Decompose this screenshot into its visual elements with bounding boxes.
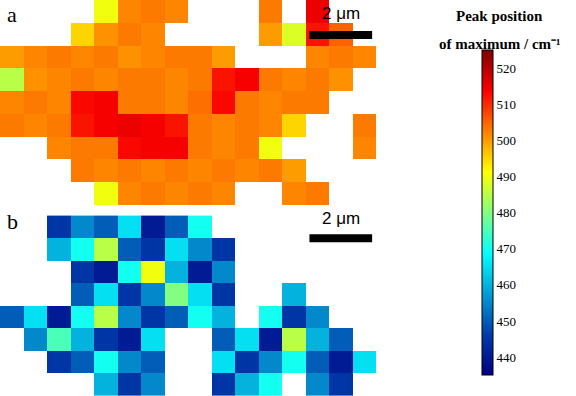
svg-text:Peak position: Peak position (456, 8, 543, 24)
svg-text:490: 490 (497, 169, 516, 184)
svg-text:of maximum / cm⁻¹: of maximum / cm⁻¹ (439, 36, 561, 52)
svg-text:2 μm: 2 μm (322, 4, 360, 23)
svg-text:470: 470 (497, 241, 516, 256)
svg-text:450: 450 (497, 314, 516, 329)
svg-text:440: 440 (497, 350, 516, 365)
svg-text:a: a (7, 2, 17, 27)
svg-text:2 μm: 2 μm (322, 209, 360, 228)
svg-text:500: 500 (497, 133, 516, 148)
svg-text:480: 480 (497, 205, 516, 220)
svg-text:b: b (7, 209, 18, 234)
svg-text:520: 520 (497, 61, 516, 76)
svg-text:460: 460 (497, 277, 516, 292)
svg-text:510: 510 (497, 97, 516, 112)
